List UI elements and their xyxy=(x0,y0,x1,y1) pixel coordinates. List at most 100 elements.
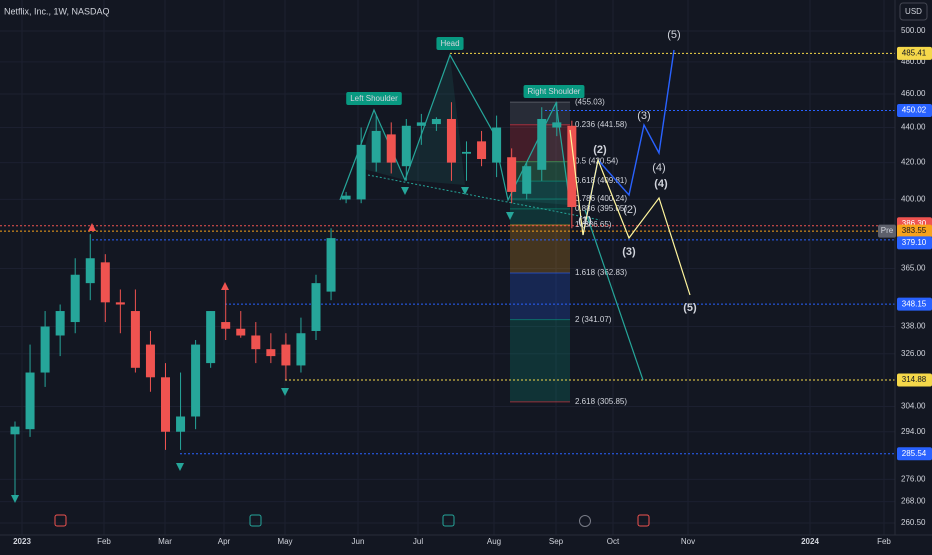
wave-label: (3) xyxy=(622,246,636,258)
candle-body xyxy=(492,127,502,163)
fib-label: 1.618 (362.83) xyxy=(575,268,627,277)
x-tick-label: 2024 xyxy=(801,537,819,546)
x-tick-label: 2023 xyxy=(13,537,31,546)
wave-label: (2) xyxy=(593,144,607,156)
events xyxy=(54,514,650,527)
pattern-label-box xyxy=(346,92,402,105)
candle-body xyxy=(70,274,80,323)
price-tag xyxy=(897,447,932,461)
candle-body xyxy=(326,238,336,292)
pattern-line xyxy=(339,53,571,206)
wave-label: (4) xyxy=(652,162,665,174)
price-tag-label: 383.55 xyxy=(902,226,927,235)
fib-band xyxy=(510,273,570,320)
candle-body xyxy=(567,125,577,208)
candle-body xyxy=(356,144,366,200)
earnings-icon[interactable] xyxy=(54,514,67,527)
candle-body xyxy=(431,118,441,125)
candle-body xyxy=(371,130,381,163)
candle-body xyxy=(206,311,216,364)
candle-body xyxy=(251,335,261,350)
candle-body xyxy=(176,416,186,432)
y-tick-label: 365.00 xyxy=(901,264,926,273)
price-tag-label: 485.41 xyxy=(902,48,927,57)
currency-button[interactable] xyxy=(899,2,928,21)
price-tag-label: 450.02 xyxy=(902,106,927,115)
chart-title: Netflix, Inc., 1W, NASDAQ xyxy=(4,6,110,16)
candle-body xyxy=(477,141,487,160)
x-tick-label: Feb xyxy=(97,537,111,546)
candle-body xyxy=(281,344,291,366)
fib-label: 2 (341.07) xyxy=(575,315,612,324)
split-icon[interactable] xyxy=(579,515,591,527)
candle-body xyxy=(386,134,396,163)
candle-body xyxy=(416,122,426,126)
y-tick-label: 420.00 xyxy=(901,158,926,167)
x-tick-label: Mar xyxy=(158,537,172,546)
neckline xyxy=(367,174,601,221)
price-axis xyxy=(895,0,932,535)
annotations: Left Shoulder Head Right Shoulder (2) (3) (4)… xyxy=(346,29,697,314)
wave-label: (2) xyxy=(623,204,636,216)
candle-body xyxy=(55,311,65,336)
buy-signal xyxy=(11,495,19,503)
candle-body xyxy=(537,118,547,170)
candle-body xyxy=(191,344,201,417)
price-tag xyxy=(897,224,932,238)
y-tick-label: 304.00 xyxy=(901,402,926,411)
x-tick-label: Jun xyxy=(352,537,365,546)
x-tick-label: Aug xyxy=(487,537,501,546)
pattern-label-box xyxy=(523,85,585,98)
buy-signal xyxy=(506,212,514,220)
price-tag-label: 386.30 xyxy=(902,219,927,228)
candle-body xyxy=(130,311,140,368)
price-tag-label: 379.10 xyxy=(902,238,927,247)
candle-body xyxy=(446,118,456,163)
pattern-label-box xyxy=(436,37,464,50)
earnings-icon[interactable] xyxy=(249,514,262,527)
fib-band xyxy=(510,208,570,226)
buy-signal xyxy=(176,463,184,471)
candle-body xyxy=(10,426,20,435)
target-line xyxy=(584,209,644,381)
y-tick-label: 440.00 xyxy=(901,123,926,132)
earnings-icon[interactable] xyxy=(637,514,650,527)
candle-body xyxy=(552,122,562,128)
price-tag-label: 314.88 xyxy=(902,375,927,384)
x-tick-label: Nov xyxy=(681,537,695,546)
candle-body xyxy=(341,195,351,200)
fib-label: 0.236 (441.58) xyxy=(575,120,627,129)
fib-label: 0.886 (395.05) xyxy=(575,204,627,213)
pre-tag-label: Pre xyxy=(881,226,894,235)
candle-body xyxy=(40,326,50,373)
candle-body xyxy=(296,333,306,366)
y-axis: 260.50 268.00 276.00 294.00 304.00 326.00 338.… xyxy=(901,26,926,527)
earnings-icon[interactable] xyxy=(442,514,455,527)
x-tick-label: Feb xyxy=(877,537,891,546)
y-tick-label: 260.50 xyxy=(901,518,926,527)
price-tag xyxy=(897,46,932,60)
pattern-label: Head xyxy=(440,39,459,48)
candle-body xyxy=(115,302,125,305)
fib-band xyxy=(510,225,570,274)
y-tick-label: 294.00 xyxy=(901,427,926,436)
y-tick-label: 268.00 xyxy=(901,497,926,506)
pattern-label: Right Shoulder xyxy=(528,87,581,96)
candle-body xyxy=(221,322,231,329)
x-tick-label: May xyxy=(277,537,292,546)
fib-label: 1 (386.65) xyxy=(575,220,612,229)
candle-body xyxy=(25,372,35,430)
pattern-label: Left Shoulder xyxy=(350,94,398,103)
candle-body xyxy=(311,283,321,331)
wave-label: (5) xyxy=(683,302,697,314)
x-tick-label: Oct xyxy=(607,537,620,546)
price-levels xyxy=(0,52,895,455)
wave-label: (3) xyxy=(637,110,650,122)
wave-yellow xyxy=(569,129,691,296)
sell-signal xyxy=(221,282,229,290)
wave-label: (5) xyxy=(667,29,680,41)
price-tag xyxy=(897,373,932,387)
